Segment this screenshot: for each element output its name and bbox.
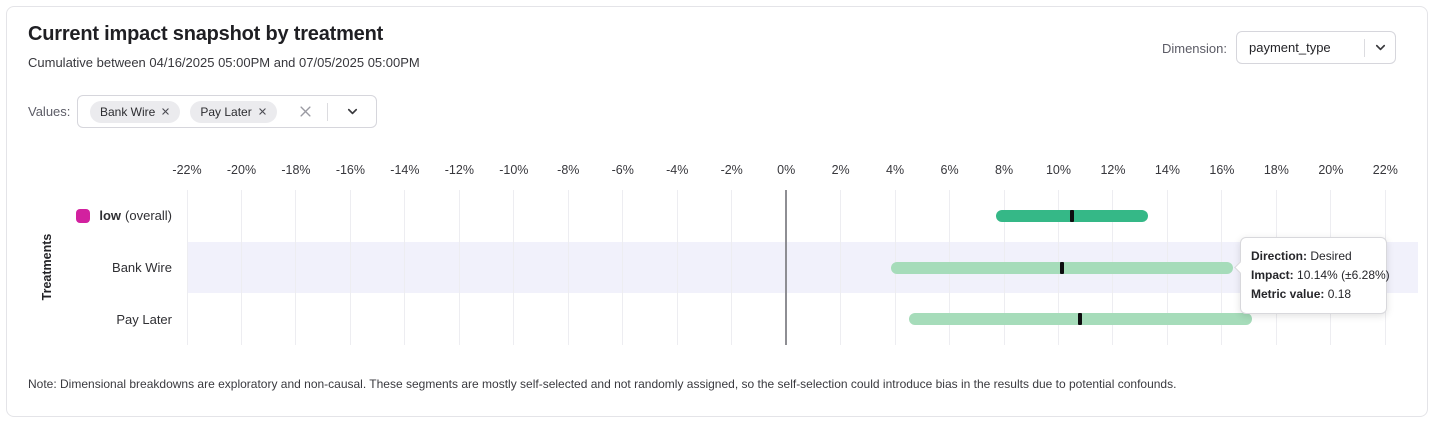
gridline [676, 190, 678, 345]
x-axis-tick-label: -4% [666, 163, 689, 177]
gridline [622, 190, 624, 345]
chevron-down-icon[interactable] [338, 104, 368, 119]
x-axis-tick-label: -18% [281, 163, 311, 177]
y-axis-title: Treatments [40, 233, 54, 301]
dimension-select[interactable]: payment_type [1236, 31, 1396, 64]
card-container [6, 6, 1428, 417]
gridline [404, 190, 406, 345]
x-axis-tick-label: 22% [1372, 163, 1398, 177]
x-axis-tick-label: -20% [226, 163, 257, 177]
x-axis-tick-label: -16% [335, 163, 365, 177]
values-label: Values: [28, 104, 71, 119]
x-axis-tick-label: 12% [1100, 163, 1126, 177]
x-axis-tick-label: 8% [994, 163, 1014, 177]
value-chip-pay-later[interactable]: Pay Later [190, 100, 277, 123]
impact-point-marker-low-overall [1070, 209, 1075, 222]
x-axis-tick-label: 14% [1154, 163, 1180, 177]
x-axis-tick-label: 18% [1263, 163, 1289, 177]
x-axis-tick-label: -2% [720, 163, 743, 177]
gridline [731, 190, 733, 345]
gridline [840, 190, 842, 345]
x-axis-tick-label: -14% [390, 163, 420, 177]
value-chip-bank-wire[interactable]: Bank Wire [90, 100, 181, 123]
chip-label: Bank Wire [100, 104, 156, 119]
dimension-label: Dimension: [1161, 41, 1227, 56]
tooltip-metric-value: Metric value: 0.18 [1251, 287, 1352, 301]
x-axis-tick-label: -22% [172, 163, 202, 177]
select-divider [326, 102, 328, 121]
x-axis-tick-label: 6% [940, 163, 959, 177]
page-title: Current impact snapshot by treatment [28, 23, 384, 45]
x-axis-tick-label: 2% [831, 163, 850, 177]
tooltip-direction: Direction: Desired [1251, 249, 1352, 263]
legend-swatch [76, 208, 91, 223]
row-label-pay-later: Pay Later [116, 311, 172, 327]
x-axis-tick-label: -8% [557, 163, 580, 177]
x-axis-tick-label: 4% [886, 163, 905, 177]
x-axis-tick-label: 20% [1318, 163, 1344, 177]
gridline [240, 190, 242, 345]
select-divider [1364, 38, 1365, 57]
disclaimer-note: Note: Dimensional breakdowns are explora… [28, 377, 1177, 391]
values-multiselect[interactable]: Bank Wire Pay Later [77, 95, 377, 128]
x-axis-tick-label: -10% [499, 163, 529, 177]
impact-point-marker-pay-later [1078, 313, 1083, 326]
gridline [186, 190, 188, 345]
gridline [295, 190, 297, 345]
dimension-selected-value: payment_type [1249, 40, 1331, 55]
chip-remove-icon[interactable] [258, 107, 267, 116]
gridline [349, 190, 351, 345]
x-axis-tick-label: 0% [777, 163, 796, 177]
row-label-low-overall: low (overall) [0, 190, 172, 242]
date-range-subtitle: Cumulative between 04/16/2025 05:00PM an… [28, 55, 420, 70]
x-axis-tick-label: -6% [611, 163, 634, 177]
chip-label: Pay Later [200, 104, 252, 119]
tooltip-impact: Impact: 10.14% (±6.28%) [1251, 268, 1390, 282]
row-label-bank-wire: Bank Wire [112, 259, 172, 275]
x-axis-tick-label: 10% [1045, 163, 1072, 177]
zero-baseline [785, 190, 788, 345]
gridline [458, 190, 460, 345]
clear-all-icon[interactable] [295, 101, 317, 123]
gridline [513, 190, 515, 345]
x-axis-tick-label: -12% [444, 163, 474, 177]
gridline [567, 190, 569, 345]
chip-remove-icon[interactable] [161, 107, 170, 116]
chart-tooltip: Direction: Desired Impact: 10.14% (±6.28… [1234, 237, 1390, 314]
chevron-down-icon[interactable] [1365, 40, 1395, 55]
impact-point-marker-bank-wire [1060, 261, 1065, 274]
x-axis-tick-label: 16% [1209, 163, 1235, 177]
